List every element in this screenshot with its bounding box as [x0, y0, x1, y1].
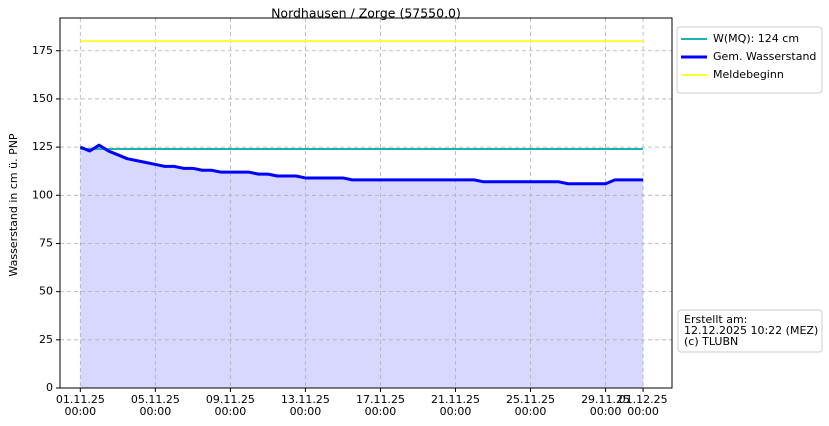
plot-frame — [59, 17, 673, 389]
x-tick-label: 21.11.25 00:00 — [431, 393, 480, 418]
legend-box — [676, 26, 823, 94]
y-tick-label: 25 — [39, 333, 53, 346]
y-axis-label: Wasserstand in cm ü. PNP — [7, 133, 20, 277]
x-tick-label: 09.11.25 00:00 — [206, 393, 255, 418]
annotation-line: (c) TLUBN — [684, 335, 738, 348]
y-tick-label: 150 — [32, 92, 53, 105]
annotation-line: Erstellt am: — [684, 313, 747, 326]
x-tick-label: 13.11.25 00:00 — [281, 393, 330, 418]
x-tick-label: 05.11.25 00:00 — [131, 393, 180, 418]
x-tick-label: 01.11.25 00:00 — [56, 393, 105, 418]
area-fill — [80, 145, 644, 388]
y-tick-label: 75 — [39, 236, 53, 249]
annotation-line: 12.12.2025 10:22 (MEZ) — [684, 324, 818, 337]
annotation-box — [677, 309, 823, 353]
y-tick-label: 0 — [46, 381, 53, 394]
legend-label: Meldebeginn — [713, 68, 784, 81]
x-tick-label: 01.12.25 00:00 — [619, 393, 668, 418]
y-tick-label: 100 — [32, 188, 53, 201]
series-line — [79, 143, 644, 186]
legend-label: W(MQ): 124 cm — [713, 32, 799, 45]
chart-title: Nordhausen / Zorge (57550.0) — [271, 6, 461, 21]
y-tick-label: 175 — [32, 44, 53, 57]
x-tick-label: 17.11.25 00:00 — [356, 393, 405, 418]
x-tick-label: 29.11.25 00:00 — [581, 393, 630, 418]
legend-label: Gem. Wasserstand — [713, 50, 816, 63]
y-tick-label: 50 — [39, 285, 53, 298]
y-tick-label: 125 — [32, 140, 53, 153]
x-tick-label: 25.11.25 00:00 — [506, 393, 555, 418]
